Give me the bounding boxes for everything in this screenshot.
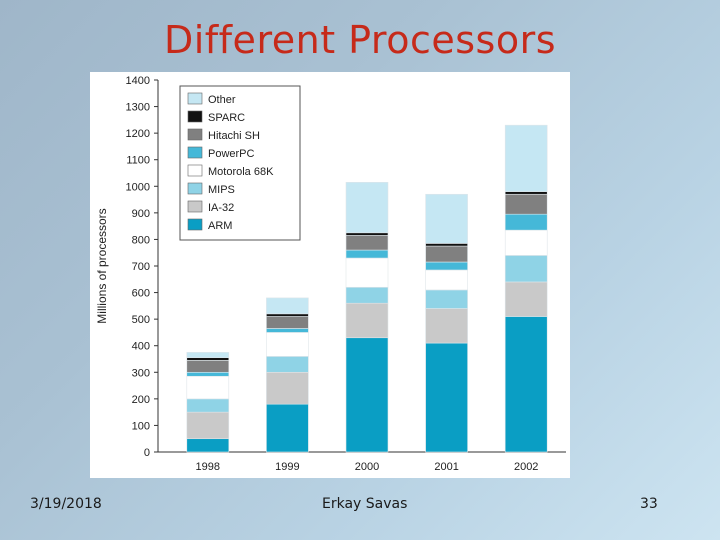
bar-segment-arm [345,337,389,453]
legend-swatch [187,110,203,123]
legend-label: Hitachi SH [208,130,260,142]
legend-swatch [187,182,203,195]
bar-segment-sparc [266,313,309,317]
x-tick-label: 2001 [434,461,458,473]
y-tick-label: 400 [132,341,150,353]
bar-segment-hitachi-sh [504,193,548,215]
bar-segment-motorola-68k [266,332,309,357]
legend-label: Motorola 68K [208,166,274,178]
x-tick-label: 1999 [275,461,299,473]
bar-segment-powerpc [186,371,230,377]
y-tick-label: 200 [132,394,150,406]
y-tick-label: 0 [144,447,150,459]
bar-segment-other [186,352,230,358]
stacked-bar-chart: 0 100 200 300 400 500 600 700 800 900 1000 1100 1200… [95,75,566,473]
bar-segment-hitachi-sh [425,245,468,263]
y-tick-label: 100 [132,420,150,432]
y-tick-label: 500 [132,314,150,326]
bar-segment-arm [425,342,468,453]
bar-segment-powerpc [504,213,548,231]
y-tick-label: 1300 [126,102,150,114]
bar-segment-mips [266,356,309,373]
legend-label: SPARC [208,112,245,124]
y-tick-label: 1200 [126,128,150,140]
bar-segment-arm [504,316,548,453]
x-tick-label: 1998 [196,461,220,473]
bar-segment-ia-32 [504,281,548,317]
bar-segment-other [266,297,309,315]
legend-swatch [187,218,203,231]
y-tick-label: 1000 [126,181,150,193]
bar-segment-motorola-68k [425,269,468,291]
bar-segment-hitachi-sh [186,360,230,373]
y-axis-label: Millions of processors [95,208,109,323]
bar-segment-powerpc [266,328,309,333]
bar-segment-powerpc [345,249,389,259]
x-tick-label: 2002 [514,461,538,473]
bar-segment-mips [425,289,468,309]
legend-swatch [187,146,203,159]
chart-panel: 0 100 200 300 400 500 600 700 800 900 1000 1100 1200… [90,72,570,478]
legend-swatch [187,164,203,177]
bar-segment-motorola-68k [345,257,389,288]
bar-segment-sparc [425,243,468,247]
y-tick-label: 300 [132,367,150,379]
footer-author: Erkay Savas [322,496,408,512]
bar-segment-sparc [186,357,230,361]
legend-label: Other [208,94,236,106]
bar-segment-ia-32 [425,308,468,344]
legend-label: PowerPC [208,148,255,160]
y-tick-label: 800 [132,234,150,246]
bar-segment-powerpc [425,261,468,271]
y-tick-label: 700 [132,261,150,273]
y-tick-label: 1100 [126,155,150,167]
bar-segment-arm [266,403,309,453]
bar-segment-hitachi-sh [266,316,309,329]
bar-segment-ia-32 [266,371,309,405]
bar-segment-ia-32 [186,411,230,440]
bar-segment-mips [504,255,548,283]
y-tick-label: 900 [132,208,150,220]
legend-swatch [187,200,203,213]
bar-segment-motorola-68k [504,229,548,256]
bar-segment-sparc [504,191,548,195]
footer-date: 3/19/2018 [30,496,102,512]
legend-label: ARM [208,220,232,232]
bar-segment-ia-32 [345,302,389,339]
x-tick-label: 2000 [355,461,379,473]
bar-segment-motorola-68k [186,375,230,400]
slide-title: Different Processors [163,18,556,62]
bar-segment-mips [345,286,389,304]
y-tick-label: 1400 [126,75,150,87]
bar-segment-arm [186,438,230,453]
bar-segment-mips [186,398,230,413]
bar-segment-other [345,182,389,234]
bar-segment-hitachi-sh [345,235,389,251]
legend-swatch [187,92,203,105]
bar-segment-sparc [345,232,389,236]
footer-page-number: 33 [640,496,658,512]
bar-segment-other [504,124,548,192]
legend-box [179,85,301,241]
y-tick-label: 600 [132,288,150,300]
legend-label: MIPS [208,184,235,196]
legend-swatch [187,128,203,141]
bar-segment-other [425,193,468,244]
legend-label: IA-32 [208,202,234,214]
